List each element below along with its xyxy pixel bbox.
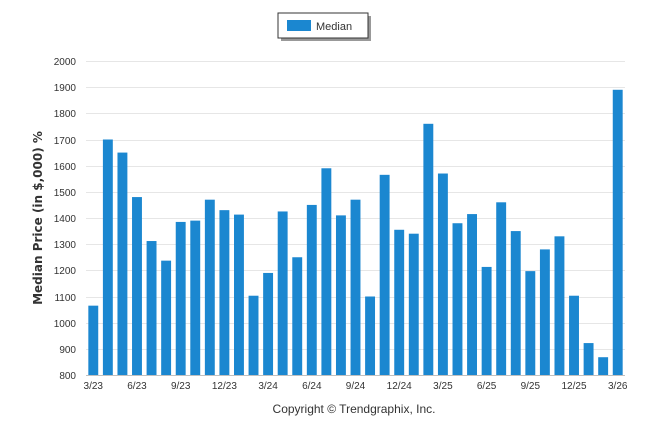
bar-1-25[interactable]: [408, 233, 419, 375]
bar-4-23[interactable]: [102, 139, 113, 376]
bar-11-23[interactable]: [204, 199, 215, 375]
bar-4-24[interactable]: [277, 211, 288, 375]
bar-2-26[interactable]: [598, 357, 609, 375]
x-tick-label: 9/23: [171, 381, 191, 392]
bar-9-25[interactable]: [525, 271, 536, 375]
x-tick-label: 3/24: [258, 381, 278, 392]
y-tick-label: 1000: [54, 319, 77, 330]
bar-12-23[interactable]: [219, 210, 230, 375]
bar-7-23[interactable]: [146, 241, 157, 375]
bar-6-25[interactable]: [481, 266, 492, 375]
bar-8-23[interactable]: [161, 260, 172, 375]
x-tick-label: 3/23: [84, 381, 104, 392]
x-tick-label: 6/24: [302, 381, 322, 392]
bar-2-25[interactable]: [423, 123, 434, 375]
y-axis-title: Median Price (in $,000) %: [31, 131, 45, 305]
bar-12-25[interactable]: [569, 295, 579, 375]
x-tick-label: 12/24: [387, 381, 412, 392]
legend[interactable]: Median: [277, 12, 371, 41]
bar-6-23[interactable]: [132, 197, 142, 375]
bar-3-24[interactable]: [263, 272, 274, 375]
y-tick-label: 2000: [54, 57, 77, 68]
bar-10-25[interactable]: [539, 249, 550, 375]
y-tick-label: 1100: [54, 293, 76, 304]
axes: 800 900 1000 1100 1200 1300 1400 1500 1600 1700 18…: [54, 57, 628, 392]
bar-7-25[interactable]: [496, 202, 507, 375]
bar-8-24[interactable]: [335, 215, 346, 375]
y-tick-label: 1600: [54, 162, 77, 173]
x-tick-label: 6/25: [477, 381, 497, 392]
x-tick-label: 3/26: [608, 381, 628, 392]
bar-1-26[interactable]: [583, 343, 594, 375]
x-tick-label: 6/23: [127, 381, 147, 392]
x-tick-label: 3/25: [433, 381, 453, 392]
copyright-text: Copyright © Trendgraphix, Inc.: [273, 402, 436, 416]
bar-6-24[interactable]: [306, 204, 317, 375]
bar-4-25[interactable]: [452, 223, 463, 375]
y-tick-label: 1300: [54, 240, 77, 251]
y-tick-label: 800: [59, 371, 76, 382]
bar-12-24[interactable]: [394, 229, 405, 375]
bar-3-23[interactable]: [88, 305, 99, 375]
bar-1-24[interactable]: [234, 214, 244, 375]
y-tick-label: 900: [59, 345, 76, 356]
x-tick-label: 9/25: [521, 381, 541, 392]
x-tick-label: 12/25: [561, 381, 586, 392]
legend-label: Median: [316, 21, 352, 33]
bar-3-25[interactable]: [437, 173, 448, 375]
bar-series-median: [88, 89, 623, 376]
bar-2-24[interactable]: [248, 295, 259, 375]
bar-10-24[interactable]: [365, 296, 376, 376]
bar-3-26[interactable]: [612, 89, 623, 375]
bar-8-25[interactable]: [510, 231, 521, 375]
bar-11-25[interactable]: [554, 236, 565, 375]
y-tick-label: 1200: [54, 266, 77, 277]
bar-5-23[interactable]: [117, 152, 128, 375]
x-tick-label: 12/23: [212, 381, 237, 392]
bar-5-25[interactable]: [467, 214, 477, 375]
bar-9-24[interactable]: [350, 199, 361, 375]
bar-7-24[interactable]: [321, 168, 332, 375]
bar-9-23[interactable]: [175, 221, 186, 375]
bar-10-23[interactable]: [190, 220, 201, 375]
y-tick-label: 1800: [54, 109, 77, 120]
y-tick-label: 1400: [54, 214, 77, 225]
y-tick-label: 1900: [54, 83, 77, 94]
legend-swatch: [287, 20, 311, 31]
x-tick-label: 9/24: [346, 381, 366, 392]
bar-11-24[interactable]: [379, 174, 390, 375]
bar-5-24[interactable]: [292, 257, 303, 375]
y-tick-label: 1700: [54, 136, 77, 147]
y-tick-label: 1500: [54, 188, 77, 199]
